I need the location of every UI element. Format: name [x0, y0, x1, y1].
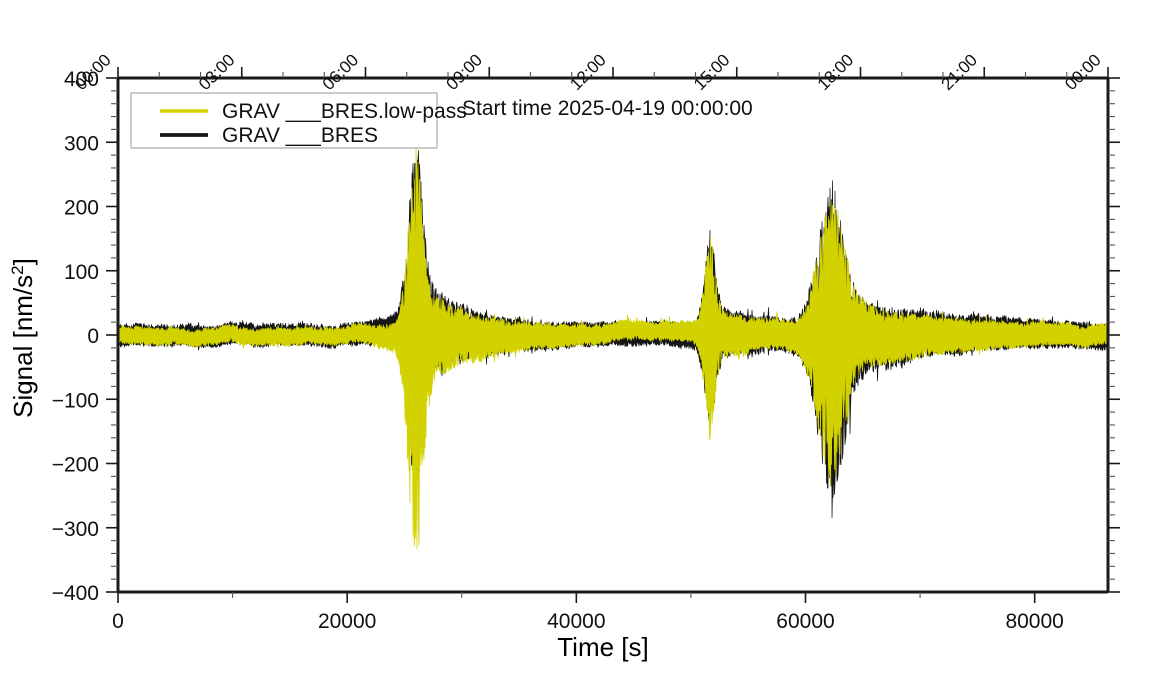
y-tick-label: −400 — [52, 582, 99, 605]
legend-label-raw: GRAV ___BRES — [222, 124, 378, 147]
legend-item-raw[interactable]: GRAV ___BRES — [160, 124, 378, 147]
x-tick-label: 40000 — [547, 610, 605, 633]
y-tick-label: 300 — [64, 132, 99, 155]
y-tick-label: 0 — [87, 325, 99, 348]
y-axis-ticks-right — [1108, 77, 1120, 593]
x-axis-title: Time [s] — [557, 632, 648, 662]
x-axis-ticks-top — [117, 67, 1109, 78]
y-axis-title: Signal [nm/s2] — [8, 258, 39, 418]
x-tick-label: 80000 — [1005, 610, 1063, 633]
legend-item-lowpass[interactable]: GRAV ___BRES.low-pass — [160, 100, 467, 123]
waveform-traces — [118, 144, 1108, 550]
start-time-annotation: Start time 2025-04-19 00:00:00 — [462, 97, 753, 120]
trace-lowpass — [118, 144, 1108, 550]
y-tick-label: 200 — [64, 197, 99, 220]
y-axis-tick-labels: −400 −300 −200 −100 0 100 200 300 400 — [52, 68, 99, 605]
x-axis-ticks-bottom — [117, 592, 1036, 603]
y-axis-ticks-left — [106, 77, 118, 593]
y-tick-label: −300 — [52, 518, 99, 541]
chart-legend[interactable]: GRAV ___BRES.low-pass GRAV ___BRES — [130, 92, 467, 149]
x-tick-label: 60000 — [776, 610, 834, 633]
x-axis-tick-labels: 0 20000 40000 60000 80000 — [112, 610, 1064, 633]
y-tick-label: −200 — [52, 454, 99, 477]
y-tick-label: 400 — [64, 68, 99, 91]
y-tick-label: 100 — [64, 261, 99, 284]
legend-label-lowpass: GRAV ___BRES.low-pass — [222, 100, 467, 123]
x-tick-label: 20000 — [318, 610, 376, 633]
x-tick-label: 0 — [112, 610, 124, 633]
y-tick-label: −100 — [52, 389, 99, 412]
